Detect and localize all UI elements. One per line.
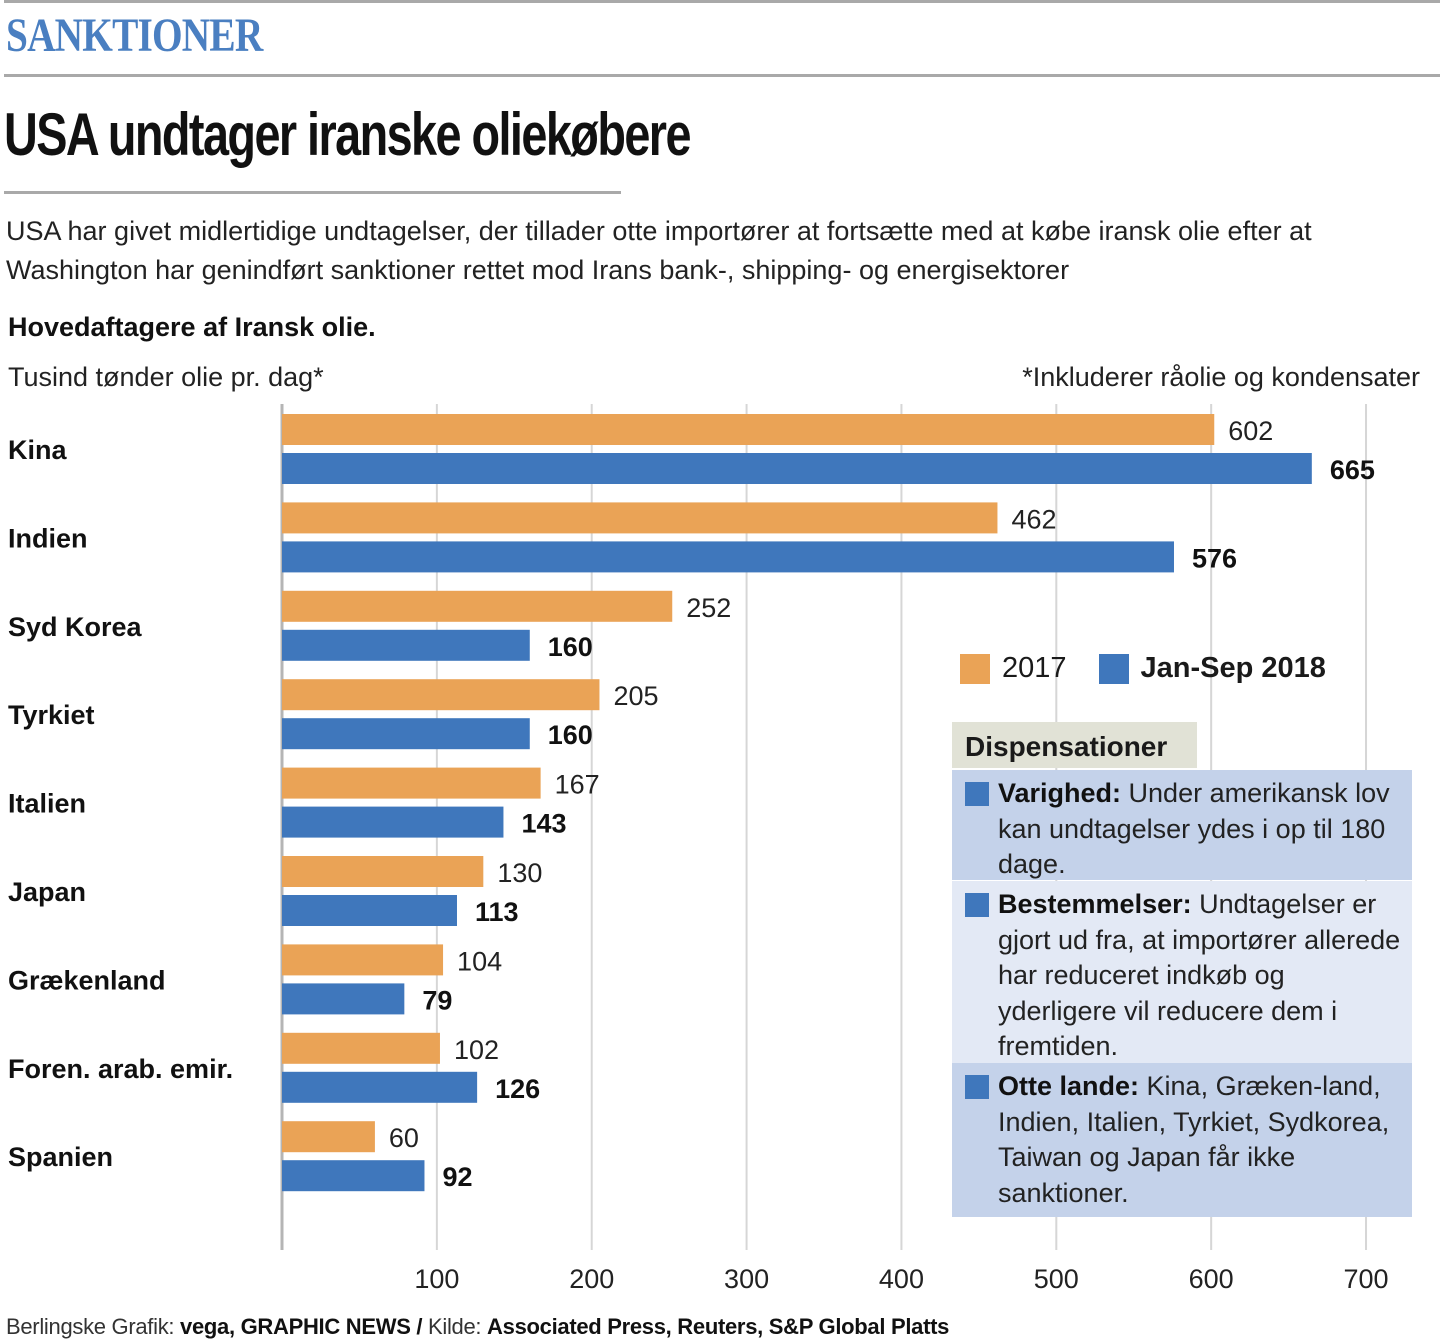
intro-text: USA har givet midlertidige undtagelser, … [6, 216, 1312, 285]
bar-value-label: 462 [1011, 504, 1056, 534]
x-tick-label: 100 [414, 1264, 459, 1294]
category-label: Italien [8, 789, 86, 819]
bar-2017 [282, 679, 600, 711]
bars [282, 414, 1312, 1192]
legend: 2017 Jan-Sep 2018 [960, 652, 1326, 685]
bar-2017 [282, 502, 998, 534]
bullet-square-icon [965, 782, 989, 806]
bar-2018 [282, 895, 457, 926]
bar-value-label: 602 [1228, 416, 1273, 446]
top-rule [4, 0, 1440, 3]
chart-title: Hovedaftagere af Iransk olie. [8, 312, 376, 342]
category-label: Grækenland [8, 965, 166, 995]
category-label: Spanien [8, 1142, 113, 1172]
category-label: Foren. arab. emir. [8, 1054, 233, 1084]
x-tick-label: 700 [1343, 1264, 1388, 1294]
category-label: Japan [8, 877, 86, 907]
bullet-square-icon [965, 1075, 989, 1099]
x-tick-label: 400 [879, 1264, 924, 1294]
bar-2018 [282, 1160, 425, 1192]
x-tick-label: 300 [724, 1264, 769, 1294]
bar-value-label: 160 [548, 632, 593, 662]
bar-value-label: 104 [457, 946, 502, 976]
bar-value-label: 665 [1330, 455, 1375, 485]
dispensation-item-bestemmelser: Bestemmelser: Undtagelser er gjort ud fr… [952, 881, 1412, 1063]
headline-rule [4, 191, 621, 194]
legend-label-2017: 2017 [1002, 652, 1067, 684]
labels: 100 200 300 400 500 600 700 Kina 602 665 Indien 462… [8, 416, 1389, 1294]
bar-2018 [282, 629, 530, 661]
bar-value-label: 130 [497, 858, 542, 888]
dispensation-label: Varighed: [998, 778, 1122, 808]
kicker-rule [4, 74, 1440, 77]
source-kilde-label: Kilde: [428, 1314, 482, 1339]
unit-label: Tusind tønder olie pr. dag* [8, 362, 324, 392]
bar-value-label: 113 [475, 897, 519, 927]
kicker: SANKTIONER [6, 9, 263, 62]
category-label: Syd Korea [8, 612, 143, 642]
bar-value-label: 79 [422, 985, 452, 1015]
legend-swatch-2017 [960, 653, 990, 684]
category-label: Kina [8, 435, 67, 465]
legend-label-2018: Jan-Sep 2018 [1140, 652, 1326, 684]
x-tick-label: 600 [1189, 1264, 1234, 1294]
dispensation-text: Undtagelser er gjort ud fra, at importør… [998, 889, 1401, 1061]
bullet-square-icon [965, 893, 989, 917]
bar-value-label: 143 [521, 809, 566, 839]
bar-2018 [282, 1071, 478, 1103]
category-label: Tyrkiet [8, 700, 95, 730]
bar-value-label: 205 [613, 681, 658, 711]
dispensation-item-otte-lande: Otte lande: Kina, Græken-land, Indien, I… [952, 1063, 1412, 1217]
source-credit-names: vega, GRAPHIC NEWS [180, 1314, 411, 1339]
dispensation-text: Kina, Græken-land, Indien, Italien, Tyrk… [998, 1071, 1390, 1208]
dispensation-label: Otte lande: [998, 1071, 1140, 1101]
dispensation-text: Under amerikansk lov kan undtagelser yde… [998, 778, 1390, 879]
bar-2017 [282, 414, 1215, 445]
dispensation-label: Bestemmelser: [998, 889, 1192, 919]
bar-2017 [282, 856, 484, 887]
bar-value-label: 92 [442, 1162, 472, 1192]
source-separator: / [416, 1314, 423, 1339]
x-tick-label: 500 [1034, 1264, 1079, 1294]
category-label: Indien [8, 523, 88, 553]
headline: USA undtager iranske oliekøbere [4, 101, 691, 168]
bar-value-label: 160 [548, 720, 593, 750]
bar-2018 [282, 983, 405, 1015]
bar-value-label: 167 [555, 770, 600, 800]
dispensation-item-varighed: Varighed: Under amerikansk lov kan undta… [952, 770, 1412, 880]
bar-2017 [282, 944, 444, 976]
bar-2018 [282, 718, 530, 750]
dispensations-title: Dispensationer [952, 722, 1197, 768]
source-credit: Berlingske Grafik: vega, GRAPHIC NEWS / … [6, 1314, 949, 1340]
bar-2017 [282, 767, 541, 799]
bar-2018 [282, 541, 1174, 573]
bar-value-label: 102 [454, 1035, 499, 1065]
bar-value-label: 126 [495, 1074, 540, 1104]
x-tick-label: 200 [569, 1264, 614, 1294]
footnote: *Inkluderer råolie og kondensater [1022, 362, 1420, 392]
legend-swatch-2018 [1098, 653, 1129, 684]
bar-value-label: 576 [1192, 543, 1237, 573]
bar-2017 [282, 1032, 440, 1064]
bar-value-label: 60 [389, 1123, 419, 1153]
bar-2018 [282, 453, 1312, 484]
bar-2017 [282, 1121, 375, 1153]
bar-value-label: 252 [686, 593, 731, 623]
source-prefix: Berlingske Grafik: [6, 1314, 175, 1339]
source-kilde: Associated Press, Reuters, S&P Global Pl… [487, 1314, 950, 1339]
bar-2017 [282, 590, 673, 622]
bar-2018 [282, 806, 504, 838]
